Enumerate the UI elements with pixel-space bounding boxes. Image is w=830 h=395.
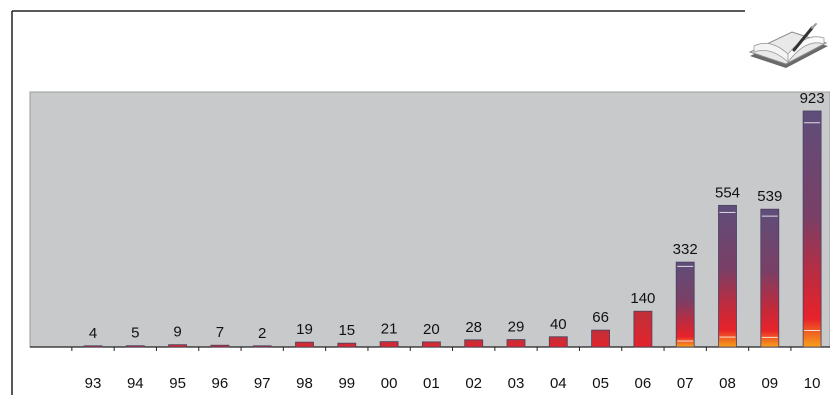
- data-label-04: 40: [550, 316, 567, 333]
- x-tick-label-99: 99: [338, 375, 355, 392]
- bar-99: [337, 342, 357, 348]
- bar-03: [506, 339, 526, 348]
- x-tick-label-09: 09: [761, 375, 778, 392]
- data-label-02: 28: [465, 319, 482, 336]
- data-label-97: 2: [258, 325, 266, 342]
- bar-02: [464, 339, 484, 348]
- x-tick-label-00: 00: [381, 375, 398, 392]
- data-label-05: 66: [592, 309, 609, 326]
- bar-98: [295, 341, 314, 348]
- x-tick-label-93: 93: [85, 375, 102, 392]
- x-tick-label-10: 10: [804, 375, 821, 392]
- bar-10: [802, 110, 822, 348]
- data-label-00: 21: [381, 321, 398, 338]
- bar-09: [760, 208, 780, 348]
- x-tick-label-97: 97: [254, 375, 271, 392]
- data-label-08: 554: [715, 184, 740, 201]
- bar-04: [548, 336, 568, 348]
- bar-95: [168, 344, 188, 348]
- x-tick-label-95: 95: [169, 375, 186, 392]
- x-tick-label-98: 98: [296, 375, 313, 392]
- bar-06: [633, 310, 653, 348]
- x-tick-label-96: 96: [212, 375, 229, 392]
- x-tick-label-08: 08: [719, 375, 736, 392]
- bar-94: [125, 345, 145, 348]
- data-label-96: 7: [216, 324, 224, 341]
- data-label-93: 4: [89, 325, 97, 342]
- bar-07: [675, 261, 695, 348]
- bar-05: [591, 329, 610, 348]
- data-label-06: 140: [630, 290, 655, 307]
- data-label-03: 29: [508, 319, 525, 336]
- bar-97: [252, 345, 272, 348]
- x-tick-label-07: 07: [677, 375, 694, 392]
- x-tick-label-94: 94: [127, 375, 144, 392]
- x-tick-label-05: 05: [592, 375, 609, 392]
- notebook-pen-icon: [748, 23, 828, 68]
- data-label-01: 20: [423, 321, 440, 338]
- x-tick-label-06: 06: [635, 375, 652, 392]
- x-tick-label-03: 03: [508, 375, 525, 392]
- bar-00: [379, 341, 399, 348]
- bar-01: [421, 341, 441, 348]
- x-tick-label-02: 02: [465, 375, 482, 392]
- data-label-07: 332: [673, 241, 698, 258]
- data-label-95: 9: [173, 324, 181, 341]
- data-label-98: 19: [296, 321, 313, 338]
- bar-08: [718, 204, 737, 348]
- data-label-94: 5: [131, 325, 139, 342]
- x-tick-label-01: 01: [423, 375, 440, 392]
- bar-93: [83, 345, 103, 348]
- data-label-99: 15: [338, 322, 355, 339]
- data-label-09: 539: [757, 188, 782, 205]
- plot-background: [29, 91, 830, 348]
- x-tick-label-04: 04: [550, 375, 567, 392]
- bar-96: [210, 344, 230, 348]
- data-label-10: 923: [800, 90, 825, 107]
